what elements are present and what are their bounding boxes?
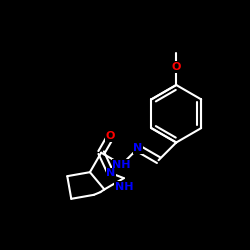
Text: O: O [106,132,115,141]
Text: NH: NH [114,182,133,192]
Text: NH: NH [112,160,131,170]
Text: N: N [106,168,115,178]
Text: O: O [172,62,181,72]
Text: N: N [134,143,143,153]
